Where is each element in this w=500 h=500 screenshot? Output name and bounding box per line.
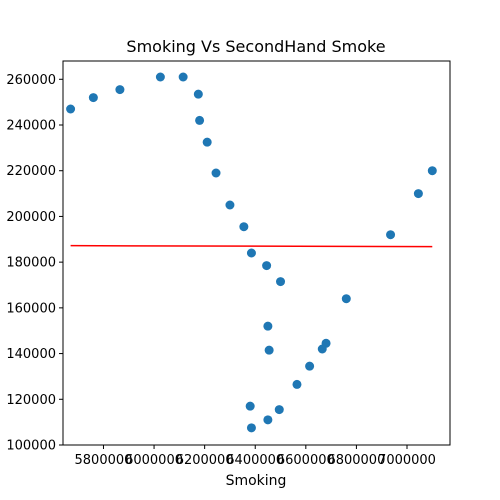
x-tick-label: 7000000 bbox=[378, 453, 436, 468]
trend-line-group bbox=[70, 244, 433, 248]
scatter-point bbox=[195, 115, 205, 125]
scatter-point bbox=[246, 423, 256, 433]
y-tick-label: 240000 bbox=[6, 119, 56, 134]
scatter-point bbox=[262, 261, 272, 271]
scatter-point bbox=[263, 321, 273, 331]
scatter-point bbox=[386, 230, 396, 240]
y-axis-ticks: 100000 120000 140000 160000 180000 200000 2200… bbox=[6, 73, 63, 454]
scatter-point bbox=[202, 137, 212, 147]
scatter-point bbox=[193, 89, 203, 99]
x-tick-label: 6800000 bbox=[327, 453, 385, 468]
y-tick-label: 200000 bbox=[6, 210, 56, 225]
scatter-point bbox=[155, 72, 165, 82]
x-tick-label: 6200000 bbox=[176, 453, 234, 468]
scatter-point bbox=[246, 248, 256, 258]
trend-line bbox=[70, 244, 433, 248]
y-tick-label: 180000 bbox=[6, 256, 56, 271]
x-tick-label: 6400000 bbox=[226, 453, 284, 468]
y-tick-label: 160000 bbox=[6, 301, 56, 316]
scatter-point bbox=[239, 222, 249, 232]
scatter-point bbox=[245, 401, 255, 411]
scatter-point bbox=[292, 379, 302, 389]
scatter-point bbox=[263, 415, 273, 425]
scatter-point bbox=[88, 93, 98, 103]
plot-frame bbox=[62, 60, 451, 446]
scatter-point bbox=[274, 405, 284, 415]
x-axis-ticks: 5800000600000062000006400000660000068000… bbox=[75, 445, 436, 468]
scatter-point bbox=[66, 104, 76, 114]
scatter-point bbox=[305, 361, 315, 371]
scatter-points bbox=[66, 72, 437, 433]
scatter-point bbox=[178, 72, 188, 82]
scatter-point bbox=[264, 345, 274, 355]
y-tick-label: 120000 bbox=[6, 393, 56, 408]
scatter-point bbox=[211, 168, 221, 178]
y-tick-label: 260000 bbox=[6, 73, 56, 88]
scatter-point bbox=[115, 85, 125, 95]
x-tick-label: 6600000 bbox=[277, 453, 335, 468]
x-tick-label: 5800000 bbox=[75, 453, 133, 468]
x-axis-label: Smoking bbox=[226, 473, 287, 489]
y-tick-label: 100000 bbox=[6, 439, 56, 454]
scatter-point bbox=[427, 166, 437, 176]
scatter-point bbox=[341, 294, 351, 304]
y-tick-label: 140000 bbox=[6, 347, 56, 362]
y-tick-label: 220000 bbox=[6, 164, 56, 179]
plot-area bbox=[63, 61, 450, 445]
scatter-point bbox=[317, 344, 327, 354]
chart-title: Smoking Vs SecondHand Smoke bbox=[126, 37, 385, 56]
scatter-point bbox=[276, 277, 286, 287]
x-tick-label: 6000000 bbox=[125, 453, 183, 468]
scatter-point bbox=[413, 189, 423, 199]
scatter-point bbox=[225, 200, 235, 210]
